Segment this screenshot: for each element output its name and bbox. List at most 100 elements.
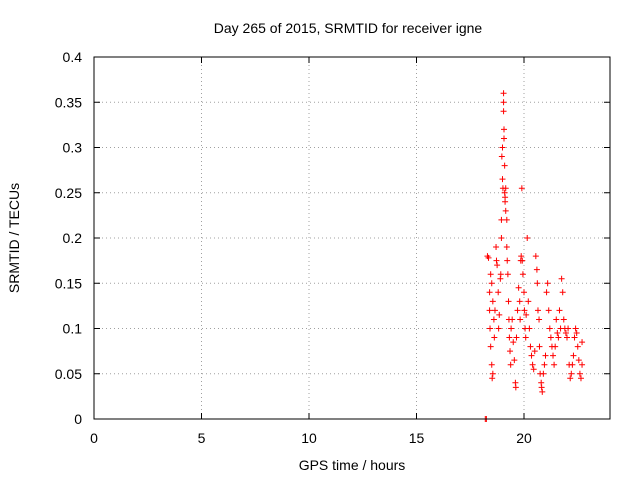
data-point xyxy=(500,99,507,106)
data-point xyxy=(501,126,508,133)
data-point xyxy=(503,244,510,251)
chart-title: Day 265 of 2015, SRMTID for receiver ign… xyxy=(214,20,483,36)
data-point xyxy=(519,257,526,264)
data-point xyxy=(485,254,492,261)
data-point xyxy=(508,325,515,332)
data-point xyxy=(511,357,518,364)
data-point xyxy=(499,144,506,151)
data-point xyxy=(560,316,567,323)
data-point xyxy=(550,352,557,359)
data-point xyxy=(495,289,502,296)
data-point xyxy=(515,284,522,291)
data-point xyxy=(510,339,517,346)
data-point xyxy=(489,370,496,377)
data-point xyxy=(504,257,511,264)
data-point xyxy=(498,216,505,223)
data-point xyxy=(513,334,520,341)
data-point xyxy=(559,289,566,296)
data-point xyxy=(521,307,528,314)
data-point xyxy=(489,375,496,382)
data-point xyxy=(565,325,572,332)
data-point xyxy=(488,280,495,287)
data-point xyxy=(542,352,549,359)
data-point xyxy=(498,153,505,160)
data-point xyxy=(527,343,534,350)
data-point xyxy=(528,352,535,359)
data-point xyxy=(567,375,574,382)
data-point xyxy=(487,325,494,332)
data-point xyxy=(572,325,579,332)
y-tick-label: 0.35 xyxy=(55,94,82,110)
data-point xyxy=(540,370,547,377)
data-point xyxy=(526,325,533,332)
data-point xyxy=(517,316,524,323)
data-point xyxy=(514,307,521,314)
data-point xyxy=(534,280,541,287)
data-point xyxy=(547,334,554,341)
data-point xyxy=(577,375,584,382)
data-point xyxy=(533,266,540,273)
data-point xyxy=(502,198,509,205)
data-point xyxy=(486,307,493,314)
data-point xyxy=(539,388,546,395)
data-point xyxy=(571,334,578,341)
x-tick-label: 20 xyxy=(516,430,532,446)
data-point xyxy=(536,343,543,350)
data-point xyxy=(574,343,581,350)
data-point xyxy=(490,316,497,323)
data-point xyxy=(541,361,548,368)
data-point xyxy=(498,235,505,241)
data-point xyxy=(502,207,509,214)
data-point xyxy=(496,311,503,318)
y-axis-label: SRMTID / TECUs xyxy=(6,183,22,293)
y-tick-label: 0.25 xyxy=(55,185,82,201)
data-point xyxy=(497,271,504,278)
data-point xyxy=(544,280,551,287)
data-point xyxy=(530,366,537,373)
data-point xyxy=(519,271,526,278)
data-point xyxy=(562,330,569,337)
data-points xyxy=(482,90,586,422)
data-point xyxy=(486,289,493,296)
data-point xyxy=(491,307,498,314)
data-point xyxy=(504,271,511,278)
data-point xyxy=(506,334,513,341)
data-point xyxy=(487,271,494,278)
y-tick-label: 0.05 xyxy=(55,366,82,382)
data-point xyxy=(494,262,501,269)
x-tick-label: 10 xyxy=(301,430,317,446)
y-tick-labels: 0 0.05 0.1 0.15 0.2 0.25 0.3 0.35 0.4 xyxy=(55,49,82,427)
data-point xyxy=(489,298,496,305)
x-tick-label: 15 xyxy=(409,430,425,446)
data-point xyxy=(512,384,519,391)
data-point xyxy=(556,307,563,314)
data-point xyxy=(569,361,576,368)
data-point xyxy=(516,298,523,305)
grid-lines xyxy=(94,57,610,419)
data-point xyxy=(579,361,586,368)
data-point xyxy=(525,298,532,305)
data-point xyxy=(500,90,507,97)
data-point xyxy=(554,330,561,337)
data-point xyxy=(579,339,586,346)
data-point xyxy=(499,176,506,183)
x-tick-label: 0 xyxy=(90,430,98,446)
y-tick-label: 0.1 xyxy=(63,321,83,337)
y-tick-label: 0.4 xyxy=(63,49,83,65)
data-point xyxy=(501,162,508,169)
data-point xyxy=(523,311,530,318)
data-point xyxy=(568,370,575,377)
data-point xyxy=(573,330,580,337)
data-point xyxy=(518,253,525,260)
axis-ticks xyxy=(93,56,610,420)
data-point xyxy=(501,135,508,142)
data-point xyxy=(532,253,539,260)
data-point xyxy=(553,316,560,323)
data-point xyxy=(505,298,512,305)
data-point xyxy=(491,334,498,341)
data-point xyxy=(488,361,495,368)
data-point xyxy=(555,334,562,341)
data-point xyxy=(538,384,545,391)
x-tick-label: 5 xyxy=(198,430,206,446)
